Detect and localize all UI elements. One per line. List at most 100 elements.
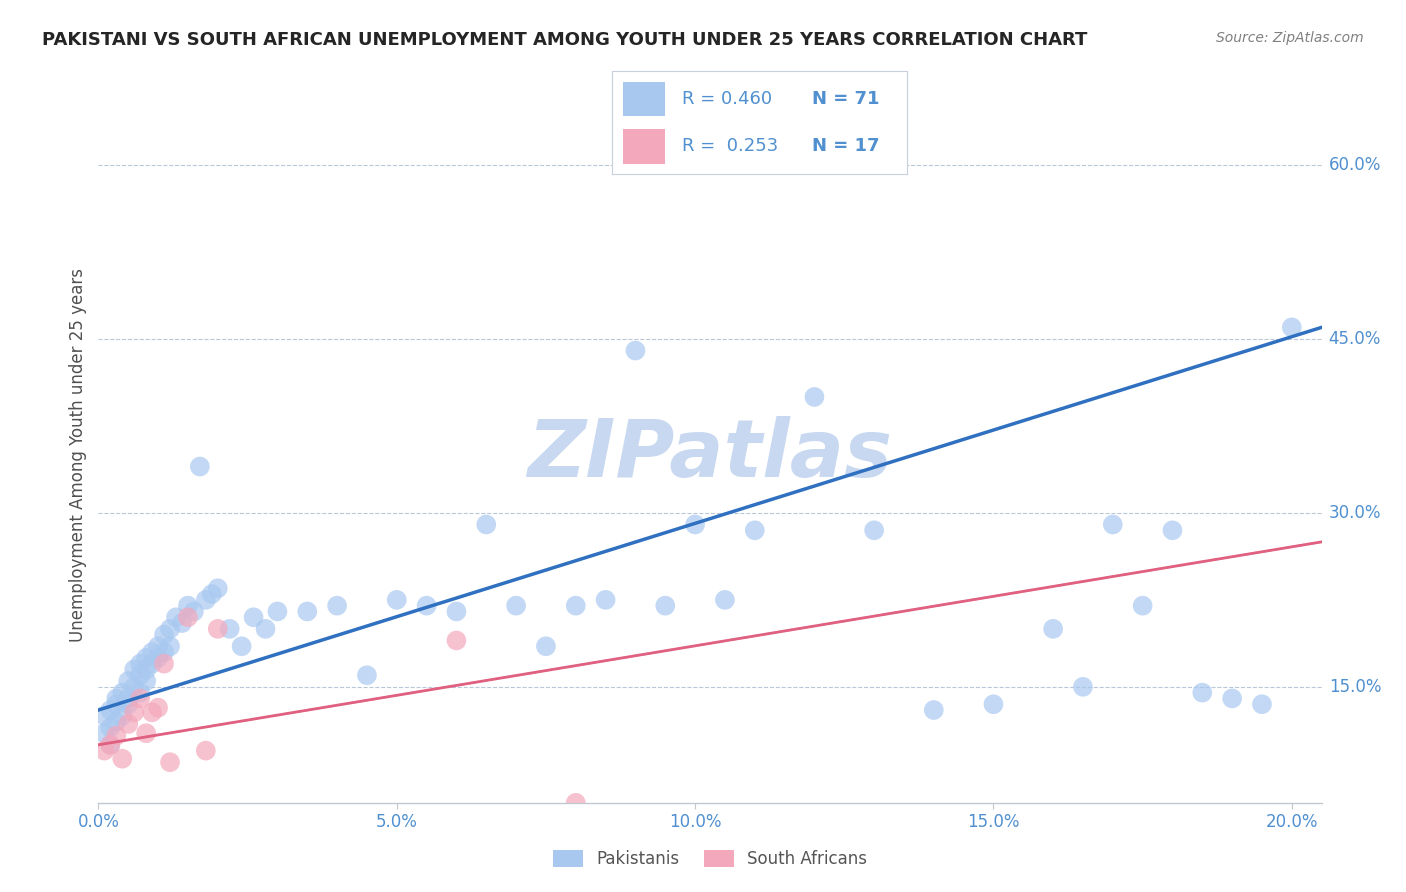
- Point: [93, 744, 115, 758]
- Point: [141, 645, 163, 659]
- Point: [129, 668, 152, 682]
- Point: [105, 698, 128, 712]
- Point: [159, 639, 181, 653]
- Point: [297, 605, 319, 619]
- Text: 60.0%: 60.0%: [1329, 156, 1381, 174]
- Point: [565, 599, 588, 613]
- Point: [105, 691, 128, 706]
- Point: [654, 599, 676, 613]
- Point: [98, 721, 121, 735]
- Point: [201, 587, 224, 601]
- Point: [475, 517, 498, 532]
- Point: [98, 703, 121, 717]
- Point: [266, 605, 288, 619]
- Point: [111, 708, 134, 723]
- Point: [1101, 517, 1123, 532]
- Text: R = 0.460: R = 0.460: [682, 90, 773, 108]
- Point: [122, 706, 145, 720]
- Point: [1132, 599, 1154, 613]
- Point: [534, 639, 557, 653]
- Point: [93, 726, 115, 740]
- Point: [1071, 680, 1094, 694]
- Point: [595, 592, 617, 607]
- Point: [183, 605, 205, 619]
- Text: R =  0.253: R = 0.253: [682, 137, 779, 155]
- Point: [803, 390, 825, 404]
- Point: [129, 685, 152, 699]
- Point: [153, 645, 176, 659]
- Point: [446, 605, 468, 619]
- Point: [146, 700, 169, 714]
- Point: [744, 523, 766, 537]
- Point: [135, 651, 157, 665]
- Point: [326, 599, 349, 613]
- Text: Source: ZipAtlas.com: Source: ZipAtlas.com: [1216, 31, 1364, 45]
- Point: [177, 610, 200, 624]
- Point: [1042, 622, 1064, 636]
- FancyBboxPatch shape: [623, 128, 665, 163]
- Point: [1161, 523, 1184, 537]
- Point: [93, 708, 115, 723]
- Point: [1220, 691, 1243, 706]
- Point: [385, 592, 408, 607]
- Point: [714, 592, 737, 607]
- Point: [1191, 685, 1213, 699]
- Point: [105, 729, 128, 743]
- Point: [135, 674, 157, 689]
- Point: [117, 691, 139, 706]
- Point: [98, 738, 121, 752]
- Point: [159, 622, 181, 636]
- Point: [624, 343, 647, 358]
- Text: 15.0%: 15.0%: [1329, 678, 1381, 696]
- Point: [983, 698, 1005, 712]
- Point: [129, 657, 152, 671]
- Point: [218, 622, 240, 636]
- Point: [105, 714, 128, 729]
- Point: [165, 610, 187, 624]
- Point: [170, 615, 193, 630]
- Text: N = 71: N = 71: [813, 90, 880, 108]
- Point: [194, 592, 217, 607]
- Point: [254, 622, 277, 636]
- Point: [146, 651, 169, 665]
- Point: [194, 744, 217, 758]
- Point: [141, 657, 163, 671]
- Point: [111, 752, 134, 766]
- Point: [117, 674, 139, 689]
- Text: PAKISTANI VS SOUTH AFRICAN UNEMPLOYMENT AMONG YOUTH UNDER 25 YEARS CORRELATION C: PAKISTANI VS SOUTH AFRICAN UNEMPLOYMENT …: [42, 31, 1088, 49]
- Point: [415, 599, 437, 613]
- Point: [153, 657, 176, 671]
- Point: [565, 796, 588, 810]
- Point: [356, 668, 378, 682]
- Point: [683, 517, 706, 532]
- Point: [135, 726, 157, 740]
- Point: [122, 680, 145, 694]
- Point: [98, 738, 121, 752]
- Point: [129, 691, 152, 706]
- Point: [188, 459, 211, 474]
- Point: [922, 703, 945, 717]
- Point: [141, 706, 163, 720]
- Point: [505, 599, 527, 613]
- Point: [159, 755, 181, 769]
- Text: ZIPatlas: ZIPatlas: [527, 416, 893, 494]
- Text: N = 17: N = 17: [813, 137, 880, 155]
- Point: [863, 523, 886, 537]
- Text: 30.0%: 30.0%: [1329, 504, 1381, 522]
- Point: [231, 639, 253, 653]
- Point: [177, 599, 200, 613]
- Y-axis label: Unemployment Among Youth under 25 years: Unemployment Among Youth under 25 years: [69, 268, 87, 642]
- Point: [117, 698, 139, 712]
- Point: [153, 628, 176, 642]
- FancyBboxPatch shape: [623, 81, 665, 117]
- Point: [122, 662, 145, 676]
- Text: 45.0%: 45.0%: [1329, 330, 1381, 348]
- Point: [111, 685, 134, 699]
- Point: [207, 582, 229, 596]
- Point: [146, 639, 169, 653]
- Point: [1251, 698, 1274, 712]
- Point: [446, 633, 468, 648]
- Point: [207, 622, 229, 636]
- Point: [242, 610, 264, 624]
- Legend: Pakistanis, South Africans: Pakistanis, South Africans: [546, 843, 875, 874]
